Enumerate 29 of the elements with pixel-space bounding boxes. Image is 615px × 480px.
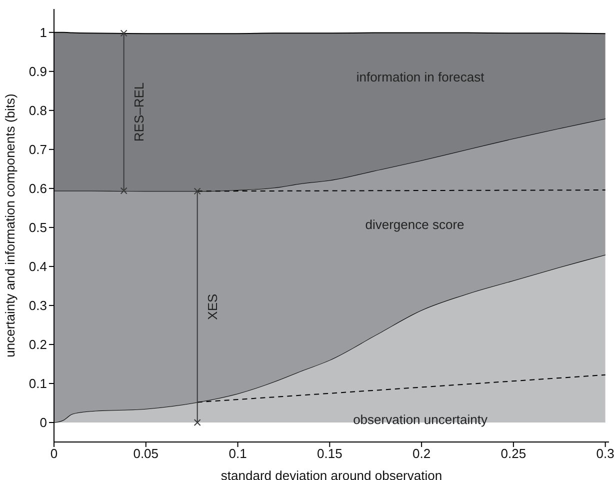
point: [194, 188, 201, 195]
x-tick-label: 0: [50, 446, 58, 462]
y-tick-label: 0.1: [28, 376, 47, 392]
annotation: observation uncertainty: [353, 412, 488, 427]
x-tick-label: 0.3: [596, 446, 614, 462]
x-tick-label: 0.15: [317, 446, 342, 462]
y-tick-label: 0.8: [28, 103, 47, 118]
y-tick-label: 0.5: [28, 220, 47, 236]
annotation: divergence score: [365, 216, 464, 232]
y-tick-label: 1: [40, 25, 47, 40]
y-tick-label: 0.2: [28, 337, 47, 352]
point: [120, 187, 128, 194]
y-axis-title: uncertainty and information components (bits): [2, 94, 18, 358]
y-tick-label: 0: [40, 415, 47, 430]
y-tick-label: 0.7: [28, 142, 47, 158]
text: XES: [204, 294, 220, 320]
point: [194, 418, 201, 426]
point: [120, 30, 128, 37]
x-tick-label: 0.1: [228, 446, 247, 462]
y-tick-label: 0.3: [28, 298, 47, 314]
y-tick-label: 0.9: [28, 64, 47, 80]
x-tick-label: 0.25: [500, 446, 526, 462]
annotation: information in forecast: [356, 70, 485, 85]
x-tick-label: 0.05: [133, 446, 159, 462]
x-axis-title: standard deviation around observation: [220, 468, 442, 480]
y-tick-label: 0.6: [28, 181, 47, 196]
x-tick-label: 0.2: [412, 446, 431, 462]
text: RES–REL: [131, 82, 146, 142]
y-tick-label: 0.4: [28, 259, 47, 274]
